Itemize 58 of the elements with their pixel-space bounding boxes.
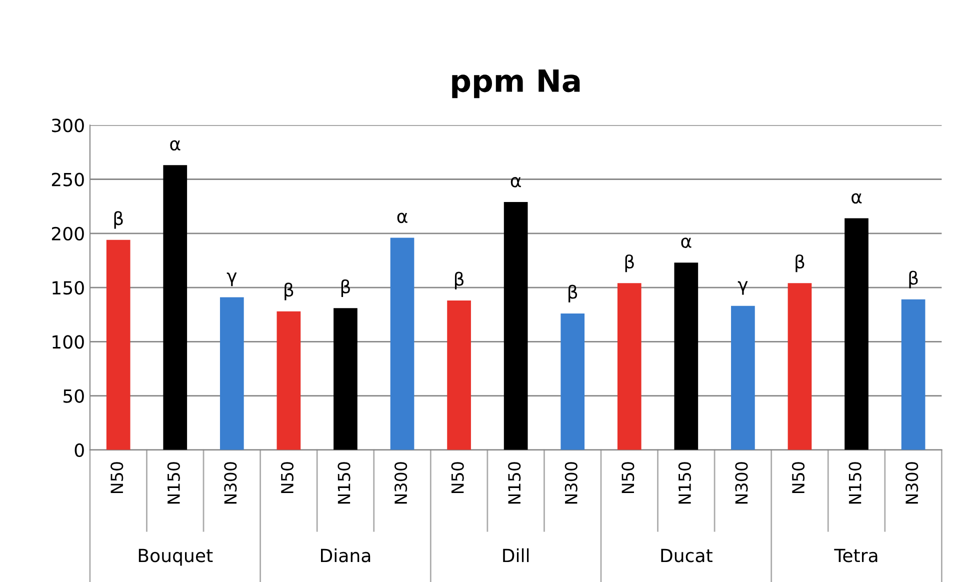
y-tick-label: 200 xyxy=(52,226,84,240)
data-label: γ xyxy=(738,281,748,295)
data-label: β xyxy=(625,254,634,272)
x-tick-label: N300 xyxy=(564,462,578,504)
x-tick-label: N300 xyxy=(394,462,408,504)
x-tick-label: N300 xyxy=(906,462,918,504)
bar xyxy=(901,299,926,450)
text: Bouquet xyxy=(138,548,213,566)
bar xyxy=(560,313,585,450)
data-label: α xyxy=(397,212,408,224)
text: Dill xyxy=(503,548,529,562)
x-tick-label: N50 xyxy=(280,462,294,494)
x-tick-label: N150 xyxy=(848,462,862,504)
bar xyxy=(106,240,130,450)
data-label: α xyxy=(170,140,180,151)
data-label: β xyxy=(909,270,918,288)
y-tick-label: 0 xyxy=(74,443,84,457)
bar xyxy=(731,306,755,450)
bar xyxy=(334,308,358,450)
text: Diana xyxy=(321,548,370,562)
bar xyxy=(617,283,642,450)
y-tick-label: 150 xyxy=(52,280,84,295)
x-tick-label: N50 xyxy=(451,462,464,494)
x-tick-label: N150 xyxy=(167,462,180,504)
bar xyxy=(163,165,188,450)
text: Tetra xyxy=(834,548,878,562)
bar xyxy=(447,300,471,450)
data-label: β xyxy=(568,284,578,302)
data-label: β xyxy=(796,254,804,272)
text: Ducat xyxy=(661,548,712,562)
data-label: α xyxy=(852,193,862,204)
bar xyxy=(788,283,812,450)
chart-title: ppm Na xyxy=(452,70,580,98)
x-tick-label: N50 xyxy=(792,462,805,494)
x-tick-label: N150 xyxy=(678,462,692,504)
bar xyxy=(390,238,414,450)
y-tick-label: 50 xyxy=(64,389,84,403)
bar xyxy=(504,202,528,450)
data-label: α xyxy=(510,177,521,188)
x-tick-label: N150 xyxy=(338,462,350,504)
data-label: β xyxy=(114,211,123,229)
data-label: β xyxy=(341,279,350,297)
bar xyxy=(276,311,301,450)
bar xyxy=(220,297,244,450)
bar xyxy=(844,218,868,450)
bar xyxy=(674,262,698,450)
x-tick-label: N150 xyxy=(508,462,521,504)
data-label: γ xyxy=(226,272,237,286)
x-tick-label: N50 xyxy=(622,462,634,494)
x-tick-label: N300 xyxy=(224,462,237,504)
y-tick-label: 100 xyxy=(52,335,84,349)
y-tick-label: 250 xyxy=(52,172,84,186)
data-label: β xyxy=(454,272,464,290)
x-tick-label: N50 xyxy=(110,462,124,494)
y-tick-label: 300 xyxy=(52,118,84,132)
data-label: β xyxy=(284,282,294,300)
x-tick-label: N300 xyxy=(735,462,748,504)
data-label: α xyxy=(681,238,692,248)
